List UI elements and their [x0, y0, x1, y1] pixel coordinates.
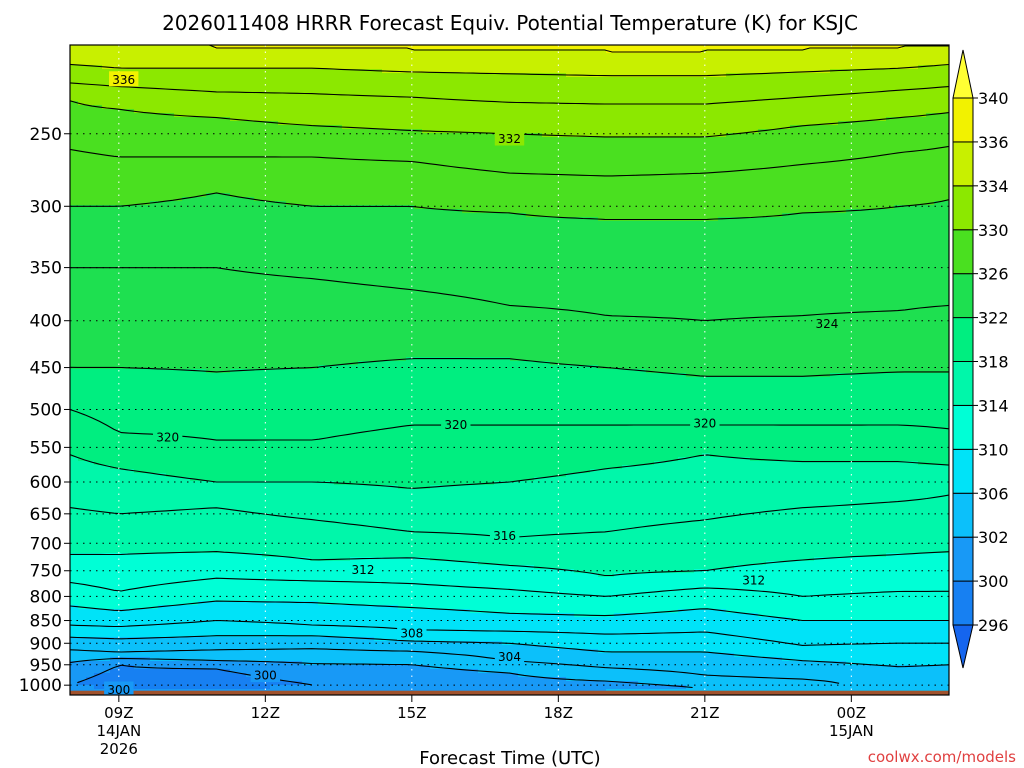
- x-axis-label: Forecast Time (UTC): [419, 748, 600, 768]
- contour-label: 332: [498, 132, 521, 146]
- y-tick-label: 450: [30, 359, 62, 379]
- contour-label: 308: [400, 626, 423, 640]
- colorbar-tick-label: 318: [978, 353, 1009, 372]
- y-tick-label: 500: [30, 400, 62, 420]
- contour-label: 336: [112, 73, 135, 87]
- x-tick-label: 21Z: [690, 704, 719, 722]
- contour-label: 312: [742, 574, 765, 588]
- contour-label: 300: [107, 683, 130, 697]
- x-tick-label: 00Z: [837, 704, 866, 722]
- colorbar-tick-label: 300: [978, 572, 1009, 591]
- colorbar-swatch: [952, 536, 974, 582]
- y-tick-label: 650: [30, 505, 62, 525]
- colorbar-swatch: [952, 273, 974, 319]
- y-axis: 2503003504004505005506006507007508008509…: [19, 125, 70, 696]
- colorbar-tick-label: 314: [978, 396, 1009, 415]
- colorbar-swatch: [952, 448, 974, 494]
- y-tick-label: 700: [30, 534, 62, 554]
- colorbar-swatch: [952, 580, 974, 626]
- colorbar: 296 300 302 306 310 314 318 322 326 330 334 336 340: [952, 49, 1009, 669]
- plot-frame: [69, 44, 950, 696]
- y-tick-label: 400: [30, 312, 62, 332]
- colorbar-swatch: [952, 97, 974, 143]
- y-tick-label: 900: [30, 634, 62, 654]
- ground-strip: [70, 690, 949, 695]
- colorbar-tick-label: 326: [978, 265, 1009, 284]
- chart-title: 2026011408 HRRR Forecast Equiv. Potentia…: [162, 11, 858, 35]
- x-tick-date: 15JAN: [829, 722, 874, 740]
- x-tick-date: 14JAN: [96, 722, 141, 740]
- y-tick-label: 300: [30, 197, 62, 217]
- colorbar-swatch: [952, 492, 974, 538]
- x-tick-label: 18Z: [544, 704, 573, 722]
- colorbar-swatch: [952, 141, 974, 187]
- contour-label: 320: [156, 431, 179, 445]
- colorbar-tick-label: 302: [978, 528, 1009, 547]
- colorbar-swatch: [952, 404, 974, 450]
- y-tick-label: 850: [30, 612, 62, 632]
- contour-lines: [70, 45, 949, 689]
- colorbar-tick-label: 336: [978, 133, 1009, 152]
- y-tick-label: 950: [30, 656, 62, 676]
- colorbar-swatch: [952, 229, 974, 275]
- contour-label: 316: [493, 529, 516, 543]
- contour-label: 300: [254, 669, 277, 683]
- colorbar-tick-label: 330: [978, 221, 1009, 240]
- colorbar-tick-label: 334: [978, 177, 1009, 196]
- colorbar-tick-label: 310: [978, 440, 1009, 459]
- contour-labels: 336 332 324 320 320 320 316 312 312 308 304 300 300: [104, 71, 842, 697]
- colorbar-tick-label: 296: [978, 616, 1009, 635]
- contour-label: 320: [444, 418, 467, 432]
- y-tick-label: 350: [30, 259, 62, 279]
- contour-label: 320: [693, 416, 716, 430]
- colorbar-tick-label: 322: [978, 309, 1009, 328]
- y-tick-label: 750: [30, 562, 62, 582]
- contour-label: 304: [498, 650, 521, 664]
- y-tick-label: 250: [30, 125, 62, 145]
- colorbar-min-arrow: [952, 624, 974, 669]
- colorbar-swatch: [952, 317, 974, 363]
- x-tick-label: 12Z: [251, 704, 280, 722]
- grid-lines: [70, 45, 949, 695]
- x-tick-label: 09Z: [104, 704, 133, 722]
- contour-label: 324: [815, 317, 838, 331]
- x-tick-label: 15Z: [397, 704, 426, 722]
- colorbar-max-arrow: [952, 49, 974, 99]
- y-tick-label: 550: [30, 438, 62, 458]
- colorbar-tick-label: 340: [978, 89, 1009, 108]
- colorbar-tick-label: 306: [978, 484, 1009, 503]
- y-tick-label: 800: [30, 587, 62, 607]
- y-tick-label: 600: [30, 473, 62, 493]
- credit-text: coolwx.com/models: [868, 748, 1016, 766]
- colorbar-swatch: [952, 185, 974, 231]
- y-tick-label: 1000: [19, 676, 62, 696]
- colorbar-swatch: [952, 361, 974, 406]
- x-tick-year: 2026: [100, 740, 138, 758]
- contour-label: 312: [352, 563, 375, 577]
